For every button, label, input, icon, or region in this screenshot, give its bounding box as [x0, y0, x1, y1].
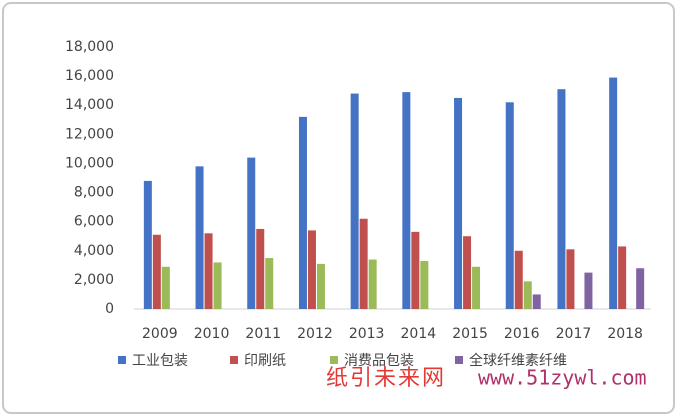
bar — [505, 102, 514, 309]
bar — [350, 93, 359, 309]
bar — [368, 259, 377, 309]
x-tick-label: 2017 — [556, 326, 592, 342]
y-tick-label: 2,000 — [74, 272, 114, 288]
bar — [161, 266, 170, 309]
x-tick-label: 2014 — [401, 326, 437, 342]
bar — [213, 262, 222, 309]
y-tick-label: 12,000 — [65, 126, 114, 142]
bar — [584, 272, 593, 309]
bar — [256, 228, 265, 309]
bar — [454, 97, 463, 309]
watermark-site: 纸引未来网 — [326, 366, 446, 391]
y-tick-label: 14,000 — [65, 97, 114, 113]
bar — [247, 157, 256, 309]
legend-label: 印刷纸 — [244, 353, 286, 369]
bar — [532, 294, 541, 309]
y-tick-label: 4,000 — [74, 243, 114, 259]
x-tick-label: 2012 — [297, 326, 333, 342]
y-tick-label: 16,000 — [65, 68, 114, 84]
x-tick-label: 2015 — [452, 326, 488, 342]
y-tick-label: 10,000 — [65, 155, 114, 171]
bar — [463, 236, 472, 309]
legend-swatch — [330, 356, 338, 364]
bar — [265, 258, 274, 309]
bar — [420, 260, 429, 309]
x-tick-label: 2018 — [607, 326, 643, 342]
x-tick-label: 2009 — [142, 326, 178, 342]
frame — [2, 2, 675, 414]
bar — [143, 180, 152, 309]
bar — [195, 166, 204, 309]
y-tick-label: 6,000 — [74, 214, 114, 230]
bar — [514, 250, 523, 309]
legend-label: 工业包装 — [132, 353, 188, 369]
y-tick-label: 8,000 — [74, 185, 114, 201]
bar — [636, 268, 645, 309]
x-tick-label: 2013 — [349, 326, 385, 342]
bar — [152, 234, 161, 309]
bar — [609, 77, 618, 309]
bar — [204, 233, 213, 309]
legend-label: 全球纤维素纤维 — [469, 352, 567, 369]
bar — [566, 249, 575, 309]
bar — [523, 281, 532, 309]
legend-label: 消费品包装 — [344, 353, 414, 369]
bar — [618, 246, 627, 309]
bar — [359, 218, 368, 309]
legend-swatch — [230, 356, 238, 364]
bar — [472, 266, 481, 309]
bar — [557, 89, 566, 309]
y-tick-label: 18,000 — [65, 39, 114, 55]
legend-swatch — [455, 356, 463, 364]
x-tick-label: 2010 — [194, 326, 230, 342]
bar — [411, 231, 420, 309]
x-tick-label: 2016 — [504, 326, 540, 342]
watermark-url: www.51zywl.com — [478, 366, 647, 390]
y-tick-label: 0 — [105, 301, 114, 317]
bar — [402, 92, 411, 309]
x-tick-label: 2011 — [245, 326, 281, 342]
bar — [298, 116, 307, 309]
bar — [307, 230, 316, 309]
bar — [316, 263, 325, 309]
legend-swatch — [118, 356, 126, 364]
